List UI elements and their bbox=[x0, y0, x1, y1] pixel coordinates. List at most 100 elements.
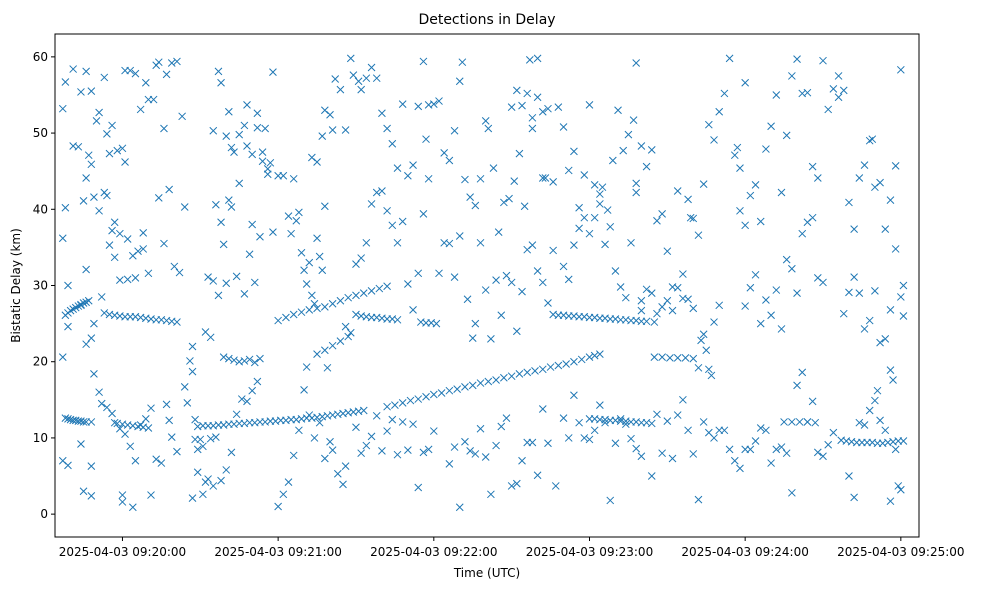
data-point bbox=[183, 399, 192, 407]
data-point bbox=[302, 280, 311, 288]
data-point bbox=[97, 399, 106, 408]
data-point bbox=[481, 286, 490, 294]
data-point bbox=[92, 117, 101, 125]
data-point bbox=[113, 146, 122, 155]
data-point bbox=[453, 385, 462, 394]
data-point bbox=[232, 410, 241, 419]
data-point bbox=[642, 317, 651, 326]
data-point bbox=[570, 241, 578, 249]
data-point bbox=[855, 289, 864, 297]
data-point bbox=[871, 286, 879, 295]
data-point bbox=[549, 246, 558, 255]
y-axis: 0 10 20 30 40 50 60 bbox=[33, 50, 55, 521]
data-point bbox=[668, 454, 677, 463]
data-point bbox=[891, 445, 900, 454]
data-point bbox=[632, 59, 641, 67]
data-point bbox=[782, 131, 791, 140]
data-point bbox=[824, 440, 833, 449]
data-point bbox=[533, 93, 542, 102]
data-point bbox=[341, 126, 350, 134]
data-point bbox=[577, 355, 586, 364]
data-point bbox=[500, 373, 508, 382]
data-point bbox=[64, 461, 72, 470]
data-point bbox=[123, 275, 132, 284]
data-point bbox=[663, 247, 672, 256]
data-point bbox=[813, 174, 822, 182]
data-point bbox=[243, 142, 251, 150]
data-point bbox=[315, 252, 324, 261]
data-point bbox=[383, 282, 391, 291]
data-point bbox=[209, 277, 218, 285]
data-point bbox=[362, 74, 371, 83]
data-point bbox=[305, 306, 314, 314]
data-points bbox=[58, 54, 908, 512]
data-point bbox=[611, 267, 620, 275]
data-point bbox=[352, 423, 360, 432]
data-point bbox=[253, 377, 262, 386]
data-point bbox=[82, 174, 90, 182]
data-point bbox=[720, 426, 729, 435]
data-point bbox=[896, 485, 905, 494]
data-point bbox=[585, 101, 594, 109]
data-point bbox=[596, 200, 604, 208]
data-point bbox=[240, 290, 249, 298]
data-point bbox=[507, 372, 516, 381]
data-point bbox=[243, 397, 251, 406]
data-point bbox=[359, 289, 368, 297]
data-point bbox=[767, 122, 775, 131]
data-point bbox=[256, 354, 264, 363]
data-point bbox=[492, 276, 500, 285]
y-tick-label: 40 bbox=[33, 202, 48, 216]
data-point bbox=[733, 143, 742, 152]
data-point bbox=[328, 341, 337, 350]
data-point bbox=[357, 449, 366, 458]
data-point bbox=[891, 245, 900, 253]
data-point bbox=[131, 274, 140, 282]
data-point bbox=[282, 313, 290, 322]
data-point bbox=[751, 270, 760, 279]
data-point bbox=[388, 139, 397, 148]
data-point bbox=[419, 448, 428, 457]
data-point bbox=[894, 482, 903, 490]
data-point bbox=[845, 198, 853, 207]
data-point bbox=[596, 190, 604, 198]
data-point bbox=[154, 194, 163, 202]
data-point bbox=[647, 419, 656, 428]
data-point bbox=[435, 269, 443, 278]
data-point bbox=[538, 107, 547, 116]
data-point bbox=[227, 448, 236, 457]
data-point bbox=[100, 309, 109, 317]
data-point bbox=[383, 427, 391, 435]
data-point bbox=[502, 414, 511, 422]
data-point bbox=[834, 93, 843, 102]
data-point bbox=[798, 368, 807, 377]
data-point bbox=[313, 304, 321, 313]
data-point bbox=[494, 228, 503, 237]
data-point bbox=[170, 262, 179, 271]
y-axis-label: Bistatic Delay (km) bbox=[9, 228, 23, 343]
data-point bbox=[393, 164, 402, 172]
y-tick-label: 0 bbox=[40, 507, 48, 521]
data-point bbox=[186, 357, 194, 365]
data-point bbox=[544, 104, 552, 113]
x-tick-label: 2025-04-03 09:22:00 bbox=[370, 545, 497, 559]
data-point bbox=[167, 59, 176, 67]
data-point bbox=[398, 217, 407, 226]
data-point bbox=[362, 238, 371, 247]
data-point bbox=[637, 296, 646, 305]
data-point bbox=[414, 269, 423, 278]
data-point bbox=[378, 447, 386, 455]
data-point bbox=[538, 174, 547, 182]
data-point bbox=[136, 421, 145, 429]
data-point bbox=[450, 126, 459, 135]
data-point bbox=[541, 174, 550, 182]
data-point bbox=[793, 55, 801, 64]
data-point bbox=[839, 309, 848, 318]
data-point bbox=[77, 88, 85, 96]
data-point bbox=[476, 379, 485, 387]
data-point bbox=[69, 65, 78, 73]
data-point bbox=[131, 69, 140, 78]
chart-title: Detections in Delay bbox=[418, 12, 555, 28]
data-point bbox=[694, 495, 703, 504]
